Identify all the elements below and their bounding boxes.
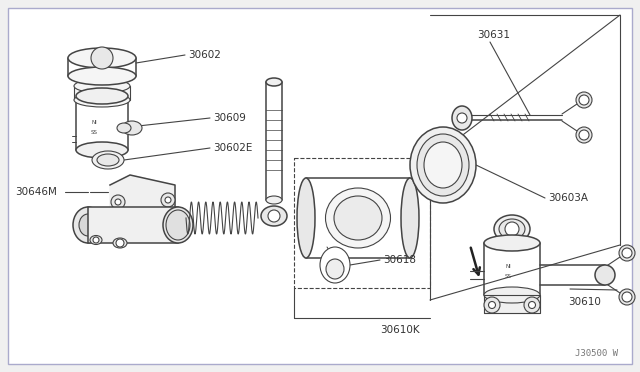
Ellipse shape [452, 106, 472, 130]
Ellipse shape [113, 238, 127, 248]
Text: 30631: 30631 [477, 30, 510, 40]
Ellipse shape [163, 207, 193, 243]
Bar [74, 86, 130, 100]
Text: 30610: 30610 [568, 297, 601, 307]
Circle shape [579, 130, 589, 140]
Ellipse shape [74, 93, 130, 107]
Ellipse shape [166, 210, 190, 240]
Text: 30609: 30609 [213, 113, 246, 123]
Circle shape [488, 301, 495, 308]
Ellipse shape [90, 235, 102, 244]
Ellipse shape [92, 151, 124, 169]
Circle shape [457, 113, 467, 123]
Bar [294, 158, 430, 288]
Ellipse shape [76, 142, 128, 158]
Ellipse shape [266, 78, 282, 86]
Circle shape [93, 237, 99, 243]
Ellipse shape [97, 154, 119, 166]
Polygon shape [110, 175, 175, 210]
Ellipse shape [320, 247, 350, 283]
Ellipse shape [595, 265, 615, 285]
Polygon shape [484, 295, 540, 313]
Ellipse shape [401, 178, 419, 258]
Ellipse shape [261, 206, 287, 226]
Ellipse shape [326, 259, 344, 279]
Text: SS: SS [90, 129, 97, 135]
Ellipse shape [576, 127, 592, 143]
Circle shape [622, 292, 632, 302]
Circle shape [165, 197, 171, 203]
Circle shape [524, 297, 540, 313]
Circle shape [268, 210, 280, 222]
Text: NI: NI [505, 264, 511, 269]
Ellipse shape [494, 215, 530, 243]
Ellipse shape [484, 235, 540, 251]
Ellipse shape [334, 196, 382, 240]
Circle shape [161, 193, 175, 207]
Text: 30602: 30602 [188, 50, 221, 60]
Circle shape [484, 297, 500, 313]
Text: NI: NI [91, 121, 97, 125]
Ellipse shape [117, 123, 131, 133]
Ellipse shape [424, 142, 462, 188]
Circle shape [116, 239, 124, 247]
Circle shape [529, 301, 536, 308]
Circle shape [91, 47, 113, 69]
Ellipse shape [576, 92, 592, 108]
Text: 30603A: 30603A [548, 193, 588, 203]
Ellipse shape [484, 287, 540, 303]
Ellipse shape [266, 196, 282, 204]
Circle shape [505, 222, 519, 236]
Ellipse shape [68, 67, 136, 85]
Text: SS: SS [504, 275, 511, 279]
Ellipse shape [73, 207, 103, 243]
Ellipse shape [410, 127, 476, 203]
Bar [88, 207, 178, 243]
Text: 30618: 30618 [383, 255, 416, 265]
Circle shape [115, 199, 121, 205]
Text: 30602E: 30602E [213, 143, 252, 153]
Ellipse shape [619, 245, 635, 261]
Ellipse shape [499, 219, 525, 239]
Ellipse shape [417, 134, 469, 196]
Ellipse shape [74, 79, 130, 93]
Ellipse shape [76, 88, 128, 104]
Text: 30646M: 30646M [15, 187, 57, 197]
Ellipse shape [326, 188, 390, 248]
Ellipse shape [79, 214, 97, 236]
Text: 30610K: 30610K [380, 325, 420, 335]
Ellipse shape [68, 48, 136, 68]
Text: J30500 W: J30500 W [575, 349, 618, 358]
Circle shape [579, 95, 589, 105]
Circle shape [111, 195, 125, 209]
Circle shape [622, 248, 632, 258]
Ellipse shape [619, 289, 635, 305]
Ellipse shape [122, 121, 142, 135]
Ellipse shape [297, 178, 315, 258]
